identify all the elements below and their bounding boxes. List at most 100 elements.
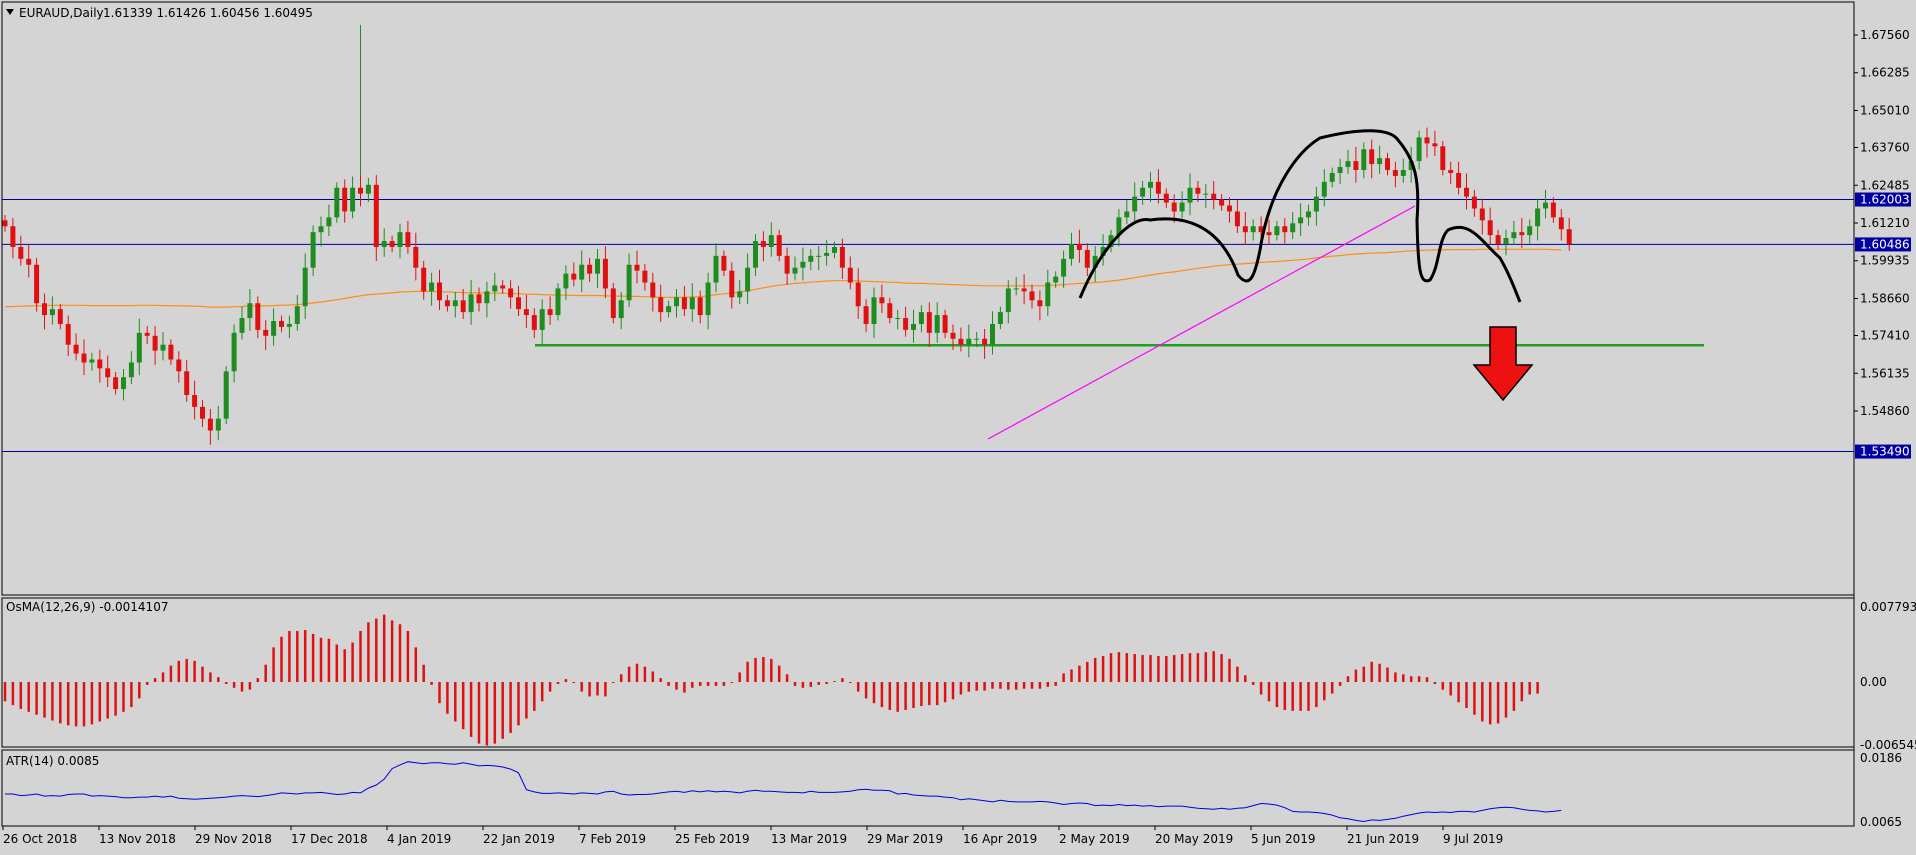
candle[interactable] bbox=[1092, 246, 1098, 282]
candle[interactable] bbox=[500, 280, 506, 294]
candle[interactable] bbox=[832, 241, 837, 259]
candle[interactable] bbox=[1211, 180, 1217, 210]
candle[interactable] bbox=[563, 265, 569, 300]
candle[interactable] bbox=[1100, 234, 1106, 266]
candle[interactable] bbox=[1061, 250, 1067, 288]
candle[interactable] bbox=[255, 296, 261, 339]
candle[interactable] bbox=[421, 260, 427, 300]
candle[interactable] bbox=[1424, 127, 1430, 158]
candle[interactable] bbox=[1377, 145, 1383, 174]
candle[interactable] bbox=[737, 280, 743, 305]
candle[interactable] bbox=[81, 339, 87, 376]
candle[interactable] bbox=[160, 331, 166, 361]
candle[interactable] bbox=[1337, 158, 1343, 185]
candle[interactable] bbox=[192, 380, 198, 420]
candle[interactable] bbox=[1385, 152, 1390, 176]
candle[interactable] bbox=[1313, 186, 1319, 226]
candle[interactable] bbox=[200, 400, 205, 427]
candle[interactable] bbox=[855, 268, 861, 319]
candle[interactable] bbox=[1045, 269, 1051, 316]
candle[interactable] bbox=[121, 368, 126, 401]
candle[interactable] bbox=[681, 286, 687, 316]
candle[interactable] bbox=[168, 339, 174, 365]
candle[interactable] bbox=[144, 326, 150, 345]
candle[interactable] bbox=[1464, 173, 1469, 210]
candle[interactable] bbox=[1227, 197, 1232, 223]
candle[interactable] bbox=[658, 284, 664, 322]
candle[interactable] bbox=[839, 238, 845, 279]
candle[interactable] bbox=[753, 234, 758, 276]
candle[interactable] bbox=[1448, 161, 1454, 185]
candle[interactable] bbox=[1503, 229, 1509, 256]
candle[interactable] bbox=[1187, 173, 1193, 216]
candle[interactable] bbox=[1155, 169, 1161, 204]
candle[interactable] bbox=[65, 315, 71, 356]
candle[interactable] bbox=[1242, 212, 1248, 245]
candle[interactable] bbox=[207, 408, 213, 445]
candle[interactable] bbox=[950, 324, 956, 351]
candle[interactable] bbox=[1250, 219, 1256, 241]
candle[interactable] bbox=[1329, 167, 1335, 188]
atr-panel[interactable] bbox=[1, 749, 1855, 827]
candle[interactable] bbox=[152, 326, 158, 365]
candle[interactable] bbox=[444, 294, 450, 312]
candle[interactable] bbox=[318, 216, 324, 247]
candle[interactable] bbox=[1471, 189, 1477, 217]
candle[interactable] bbox=[73, 333, 79, 361]
candle[interactable] bbox=[176, 351, 182, 383]
candle[interactable] bbox=[508, 280, 514, 309]
candle[interactable] bbox=[523, 294, 529, 328]
candle[interactable] bbox=[705, 272, 711, 330]
candle[interactable] bbox=[429, 272, 435, 306]
candle[interactable] bbox=[334, 182, 340, 223]
candle[interactable] bbox=[974, 331, 980, 348]
candle[interactable] bbox=[990, 311, 995, 355]
candle[interactable] bbox=[1037, 290, 1043, 321]
candle[interactable] bbox=[1140, 180, 1146, 205]
candle[interactable] bbox=[1203, 183, 1209, 208]
candle[interactable] bbox=[231, 324, 237, 383]
candle[interactable] bbox=[768, 222, 774, 257]
head-shoulders-drawing[interactable] bbox=[1078, 129, 1522, 303]
candle[interactable] bbox=[1053, 271, 1059, 288]
candle[interactable] bbox=[18, 235, 24, 266]
candle[interactable] bbox=[105, 355, 111, 388]
candle[interactable] bbox=[1519, 217, 1525, 248]
candle[interactable] bbox=[847, 256, 853, 290]
candle[interactable] bbox=[42, 293, 47, 330]
candle[interactable] bbox=[381, 228, 387, 257]
candle[interactable] bbox=[982, 328, 988, 359]
candle[interactable] bbox=[1163, 188, 1169, 208]
candle[interactable] bbox=[531, 308, 537, 339]
candle[interactable] bbox=[587, 257, 593, 282]
candle[interactable] bbox=[942, 309, 948, 339]
candle[interactable] bbox=[492, 272, 498, 302]
candle[interactable] bbox=[136, 318, 142, 376]
candle[interactable] bbox=[1432, 130, 1438, 157]
candle[interactable] bbox=[350, 176, 356, 219]
candle[interactable] bbox=[34, 257, 40, 312]
candle[interactable] bbox=[879, 284, 885, 314]
trendline-drawing[interactable] bbox=[987, 205, 1416, 440]
candle[interactable] bbox=[1076, 229, 1082, 263]
candle[interactable] bbox=[1400, 158, 1406, 183]
candle[interactable] bbox=[1566, 217, 1572, 251]
candle[interactable] bbox=[895, 309, 901, 330]
candle[interactable] bbox=[958, 327, 964, 352]
candle[interactable] bbox=[555, 283, 561, 321]
candle[interactable] bbox=[1116, 209, 1122, 247]
candle[interactable] bbox=[792, 256, 798, 281]
candle[interactable] bbox=[373, 175, 379, 262]
candle[interactable] bbox=[405, 220, 411, 254]
candle[interactable] bbox=[184, 360, 190, 402]
candle[interactable] bbox=[1535, 198, 1541, 241]
candle[interactable] bbox=[1124, 200, 1130, 225]
candle[interactable] bbox=[1440, 140, 1446, 176]
candle[interactable] bbox=[1361, 142, 1367, 179]
candle[interactable] bbox=[1306, 204, 1311, 226]
candle[interactable] bbox=[571, 262, 577, 287]
candle[interactable] bbox=[452, 291, 458, 318]
candle[interactable] bbox=[1274, 220, 1280, 241]
candle[interactable] bbox=[760, 231, 766, 262]
moving-average-line[interactable] bbox=[4, 248, 1562, 308]
